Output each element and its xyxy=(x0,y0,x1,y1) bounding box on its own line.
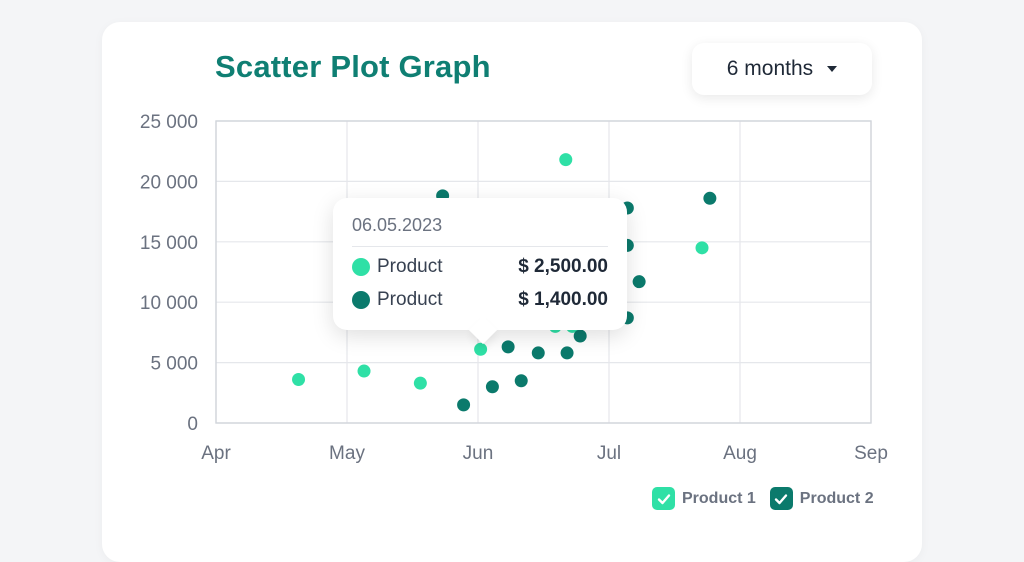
legend-item-product-2[interactable]: Product 2 xyxy=(769,487,874,510)
x-tick-label: Aug xyxy=(723,443,757,464)
scatter-point-product-1[interactable] xyxy=(413,376,427,390)
chart-title: Scatter Plot Graph xyxy=(215,49,491,84)
legend-label: Product 1 xyxy=(682,489,756,507)
scatter-point-product-2[interactable] xyxy=(531,346,545,360)
time-range-label: 6 months xyxy=(726,57,814,80)
scatter-point-product-1[interactable] xyxy=(292,373,306,387)
chevron-down-icon xyxy=(827,66,838,72)
scatter-point-product-2[interactable] xyxy=(457,398,471,412)
x-axis-ticks: Apr May Jun Jul Aug Sep xyxy=(201,443,888,464)
tooltip-row-name: Product xyxy=(377,289,443,310)
chart-tooltip: 06.05.2023 Product $ 2,500.00 Product $ … xyxy=(333,198,627,345)
x-tick-label: May xyxy=(329,443,365,464)
scatter-point-product-2[interactable] xyxy=(573,329,587,343)
tooltip-row-value: $ 1,400.00 xyxy=(518,289,608,310)
tooltip-row-1: Product $ 2,500.00 xyxy=(352,256,608,278)
y-tick-label: 15 000 xyxy=(140,233,198,254)
x-tick-label: Apr xyxy=(201,443,231,464)
scatter-point-product-2[interactable] xyxy=(703,191,717,205)
y-tick-label: 25 000 xyxy=(140,112,198,133)
scatter-point-product-2[interactable] xyxy=(560,346,574,360)
legend-label: Product 2 xyxy=(799,489,874,507)
plot-area-border xyxy=(215,120,872,424)
legend-item-product-1[interactable]: Product 1 xyxy=(652,487,756,510)
scatter-point-product-1[interactable] xyxy=(474,342,488,356)
scatter-point-product-2[interactable] xyxy=(632,275,646,289)
scatter-point-product-1[interactable] xyxy=(559,153,573,167)
scatter-point-product-1[interactable] xyxy=(357,364,371,378)
time-range-dropdown[interactable]: 6 months xyxy=(692,43,872,95)
checkbox-checked-icon[interactable] xyxy=(769,487,793,510)
tooltip-row-value: $ 2,500.00 xyxy=(518,256,608,277)
y-tick-label: 10 000 xyxy=(140,293,198,314)
scatter-point-product-2[interactable] xyxy=(501,340,515,354)
tooltip-row-2: Product $ 1,400.00 xyxy=(352,289,608,311)
checkbox-checked-icon[interactable] xyxy=(652,487,675,510)
y-tick-label: 5 000 xyxy=(150,354,198,375)
tooltip-divider xyxy=(352,246,608,247)
x-tick-label: Jul xyxy=(597,443,621,464)
scatter-point-product-2[interactable] xyxy=(514,374,528,388)
y-tick-label: 20 000 xyxy=(140,172,198,193)
series-dot-icon xyxy=(352,291,370,309)
x-tick-label: Sep xyxy=(854,443,888,464)
scatter-point-product-2[interactable] xyxy=(485,380,499,394)
series-dot-icon xyxy=(352,258,370,276)
x-tick-label: Jun xyxy=(463,443,494,464)
scatter-point-product-1[interactable] xyxy=(695,241,709,255)
y-axis-ticks: 25 000 20 000 15 000 10 000 5 000 0 xyxy=(140,112,198,435)
tooltip-date: 06.05.2023 xyxy=(352,215,443,235)
chart-legend: Product 1 Product 2 xyxy=(652,487,874,510)
y-tick-label: 0 xyxy=(187,414,198,435)
tooltip-row-name: Product xyxy=(377,256,443,277)
